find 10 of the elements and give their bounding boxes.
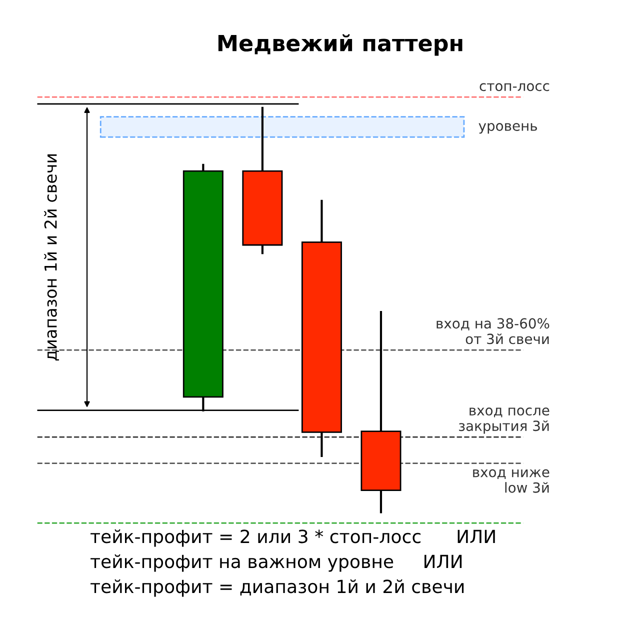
ref-line-label: вход ниже low 3й bbox=[473, 469, 550, 493]
chart-title: Медвежий паттерн bbox=[218, 34, 462, 56]
text: тейк-профит = диапазон 1й и 2й свечи bbox=[90, 579, 464, 597]
text: тейк-профит на важном уровне ИЛИ bbox=[90, 554, 462, 572]
ref-line-label: вход на 38-60% от 3й свечи bbox=[436, 318, 550, 344]
ref-line-label: стоп-лосс bbox=[480, 83, 550, 92]
text: диапазон 1й и 2й свечи bbox=[44, 154, 59, 360]
band-label: уровень bbox=[478, 123, 537, 134]
text: тейк-профит = 2 или 3 * стоп-лосс ИЛИ bbox=[90, 529, 495, 547]
ref-line-label: вход после закрытия 3й bbox=[459, 408, 550, 434]
